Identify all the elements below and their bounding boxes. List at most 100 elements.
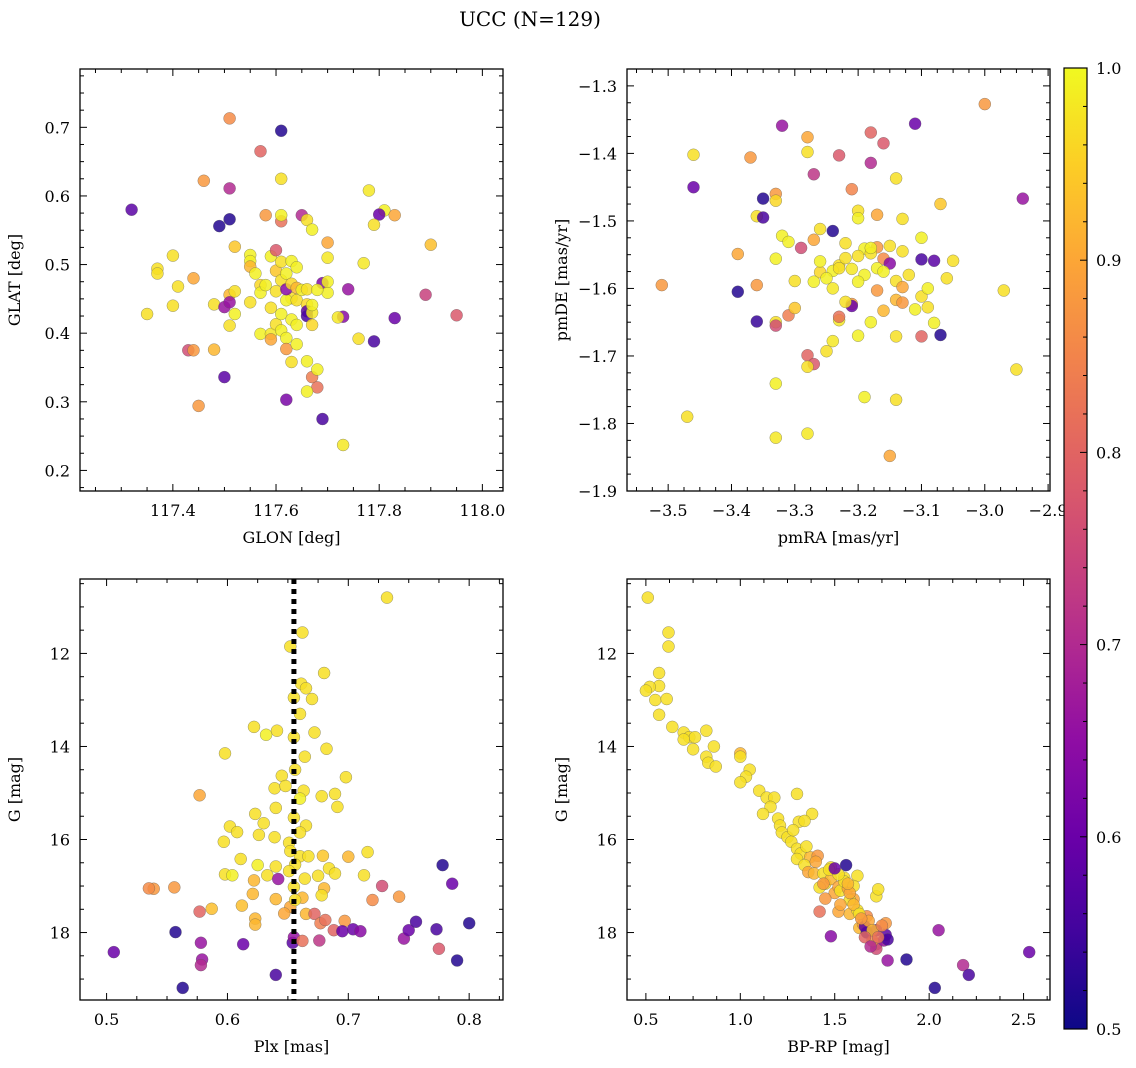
data-point xyxy=(296,934,309,948)
data-point xyxy=(192,399,205,413)
data-point xyxy=(259,728,273,742)
data-point xyxy=(308,907,321,921)
x-tick-label: 117.6 xyxy=(253,501,299,520)
data-point xyxy=(305,298,319,312)
data-point xyxy=(315,889,328,902)
data-point xyxy=(847,898,860,911)
colorbar-tick-label: 0.5 xyxy=(1096,1020,1121,1039)
data-point xyxy=(352,332,365,345)
data-point xyxy=(271,872,285,886)
data-point xyxy=(217,835,231,849)
data-point xyxy=(251,858,264,872)
data-point xyxy=(462,916,476,930)
data-point xyxy=(223,319,236,332)
x-axis-label: GLON [deg] xyxy=(242,528,340,547)
data-point xyxy=(655,278,669,292)
plot-frame xyxy=(79,68,504,492)
data-point xyxy=(197,174,211,188)
data-point xyxy=(889,393,903,407)
data-point xyxy=(881,954,894,967)
data-point xyxy=(864,156,878,170)
x-tick-label: 0.6 xyxy=(215,1010,240,1029)
y-tick-label: −1.5 xyxy=(578,212,617,231)
data-point xyxy=(801,360,814,374)
data-point xyxy=(687,148,700,162)
data-point xyxy=(321,275,334,288)
data-point xyxy=(1022,945,1036,959)
data-point xyxy=(871,930,885,944)
data-point xyxy=(962,968,976,982)
data-point xyxy=(331,311,345,324)
data-point xyxy=(361,845,374,859)
y-tick-label: 16 xyxy=(597,831,617,850)
data-point xyxy=(279,779,292,793)
data-point xyxy=(875,919,889,932)
data-point xyxy=(813,905,826,918)
data-point xyxy=(902,268,916,282)
data-point xyxy=(194,936,208,950)
data-point xyxy=(248,807,262,821)
colorbar-gradient xyxy=(1063,67,1088,1030)
data-point xyxy=(946,254,960,268)
data-point xyxy=(380,591,394,604)
x-tick-label: −3.3 xyxy=(775,501,814,520)
colorbar: 0.5 0.6 0.7 0.8 0.9 1.0 xyxy=(1063,59,1121,1039)
data-point xyxy=(218,370,231,384)
data-point xyxy=(300,355,314,368)
data-point xyxy=(445,877,459,890)
data-point xyxy=(298,750,312,763)
data-point xyxy=(809,855,823,869)
data-point xyxy=(870,208,884,222)
data-point xyxy=(1010,363,1023,376)
plot-frame xyxy=(626,578,1051,1001)
data-point xyxy=(896,245,909,258)
y-tick-label: 14 xyxy=(597,737,617,756)
data-point xyxy=(280,331,293,345)
data-point xyxy=(928,981,942,995)
data-point xyxy=(357,256,370,270)
x-tick-label: −3.5 xyxy=(649,501,688,520)
data-point xyxy=(750,315,764,328)
data-point xyxy=(652,666,666,680)
data-point xyxy=(845,182,859,196)
data-point xyxy=(302,850,315,863)
data-point xyxy=(342,850,355,863)
data-point xyxy=(243,296,257,309)
data-point xyxy=(375,879,389,893)
data-point xyxy=(269,892,283,906)
data-point xyxy=(107,945,121,959)
y-tick-label: −1.7 xyxy=(578,347,617,366)
data-point xyxy=(927,254,941,268)
colorbar-tick-label: 1.0 xyxy=(1096,59,1121,78)
colorbar-tick-label: 0.6 xyxy=(1096,828,1121,847)
data-point xyxy=(1016,192,1030,205)
data-point xyxy=(775,119,789,132)
data-point xyxy=(801,427,814,440)
data-point xyxy=(839,236,852,250)
data-point xyxy=(280,267,293,280)
data-point xyxy=(290,318,303,332)
data-point xyxy=(168,881,181,894)
data-point xyxy=(731,285,745,299)
data-point xyxy=(223,182,236,195)
data-point xyxy=(247,874,261,887)
data-point xyxy=(877,304,890,317)
data-point xyxy=(125,203,138,216)
data-point xyxy=(193,789,206,802)
data-point xyxy=(794,241,808,255)
data-point xyxy=(858,390,871,404)
data-point xyxy=(782,235,795,249)
data-point xyxy=(666,720,679,734)
data-point xyxy=(313,934,326,947)
data-point xyxy=(269,243,283,257)
data-point xyxy=(246,887,260,901)
data-point xyxy=(688,730,702,744)
data-point xyxy=(274,208,288,222)
data-point xyxy=(889,172,903,185)
data-point xyxy=(864,126,878,139)
data-point xyxy=(921,282,935,295)
y-tick-label: −1.9 xyxy=(578,482,617,501)
x-tick-label: −2.9 xyxy=(1029,501,1068,520)
data-point xyxy=(298,872,312,885)
data-point xyxy=(336,438,350,452)
